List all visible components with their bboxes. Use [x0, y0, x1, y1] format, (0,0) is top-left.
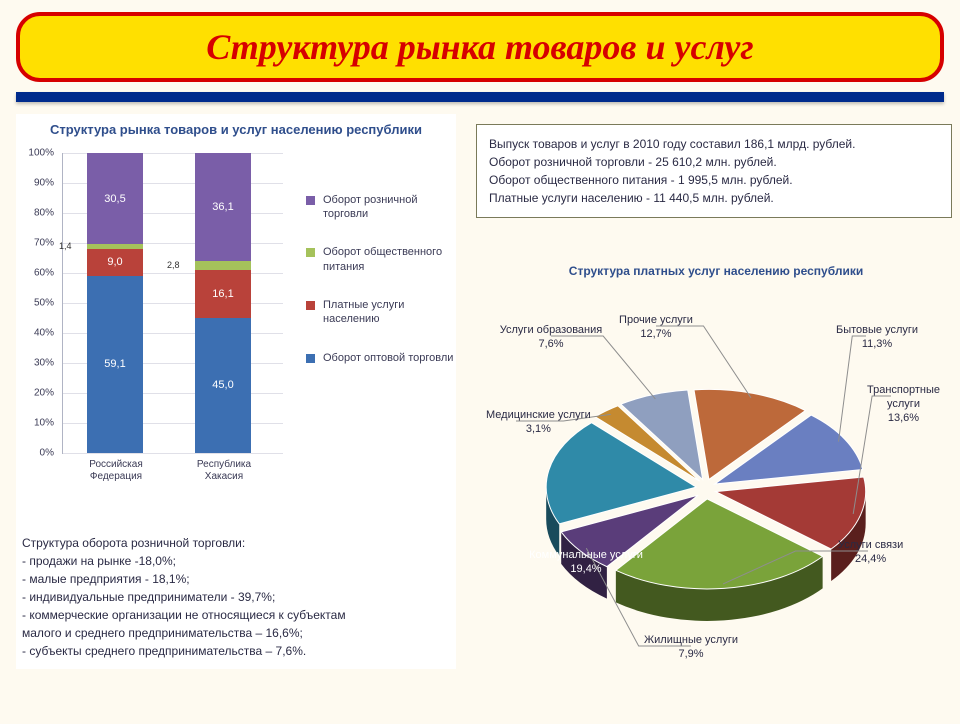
pie-label: Коммунальные услуги19,4%	[529, 549, 643, 577]
y-tick: 50%	[34, 297, 54, 308]
y-tick: 10%	[34, 417, 54, 428]
bar-segment: 30,5	[87, 153, 143, 245]
legend-item: Платные услуги населению	[306, 298, 456, 327]
legend-swatch	[306, 248, 315, 257]
pie-label: Жилищные услуги7,9%	[644, 634, 738, 662]
info-line: Оборот розничной торговли - 25 610,2 млн…	[489, 153, 939, 171]
pie-label: Услуги образования7,6%	[500, 324, 602, 352]
category-label: Республика Хакасия	[179, 459, 269, 483]
y-tick: 90%	[34, 177, 54, 188]
bar-segment: 2,8	[195, 261, 251, 269]
retail-line: - субъекты среднего предпринимательства …	[22, 642, 346, 660]
content: Структура рынка товаров и услуг населени…	[16, 114, 944, 674]
y-tick: 80%	[34, 207, 54, 218]
legend-label: Оборот розничной торговли	[323, 193, 456, 222]
legend-swatch	[306, 301, 315, 310]
pie-label: Бытовые услуги11,3%	[836, 324, 918, 352]
bar-column: 36,12,816,145,0	[195, 153, 251, 453]
retail-line: малого и среднего предпринимательства – …	[22, 624, 346, 642]
pie-label: Услуги связи24,4%	[838, 539, 903, 567]
bar-segment: 45,0	[195, 318, 251, 453]
bar-plot: 30,51,49,059,1Российская Федерация36,12,…	[62, 153, 283, 454]
y-tick: 70%	[34, 237, 54, 248]
pie-label: Прочие услуги12,7%	[619, 314, 693, 342]
grid-line	[63, 453, 283, 454]
legend-swatch	[306, 354, 315, 363]
legend-swatch	[306, 196, 315, 205]
bar-segment: 9,0	[87, 249, 143, 276]
retail-line: - малые предприятия - 18,1%;	[22, 570, 346, 588]
legend-label: Оборот оптовой торговли	[323, 351, 453, 365]
bar-chart-panel: Структура рынка товаров и услуг населени…	[16, 114, 456, 669]
bar-y-axis: 0%10%20%30%40%50%60%70%80%90%100%	[20, 153, 54, 453]
title-banner: Структура рынка товаров и услуг	[16, 12, 944, 82]
info-line: Оборот общественного питания - 1 995,5 м…	[489, 171, 939, 189]
category-label: Российская Федерация	[71, 459, 161, 483]
y-tick: 30%	[34, 357, 54, 368]
y-tick: 40%	[34, 327, 54, 338]
legend-item: Оборот общественного питания	[306, 245, 456, 274]
retail-line: - коммерческие организации не относящиес…	[22, 606, 346, 624]
legend-item: Оборот розничной торговли	[306, 193, 456, 222]
info-box: Выпуск товаров и услуг в 2010 году соста…	[476, 124, 952, 218]
bar-chart-area: 0%10%20%30%40%50%60%70%80%90%100% 30,51,…	[56, 153, 456, 493]
legend-item: Оборот оптовой торговли	[306, 351, 456, 365]
retail-line: - продажи на рынке -18,0%;	[22, 552, 346, 570]
legend-label: Оборот общественного питания	[323, 245, 456, 274]
y-tick: 20%	[34, 387, 54, 398]
title-rule	[16, 92, 944, 102]
y-tick: 0%	[40, 447, 54, 458]
pie-label: Транспортные услуги13,6%	[861, 384, 946, 425]
pie-chart: Бытовые услуги11,3% Транспортные услуги13…	[476, 289, 946, 669]
bar-segment: 59,1	[87, 276, 143, 453]
bar-chart-title: Структура рынка товаров и услуг населени…	[16, 114, 456, 143]
info-line: Выпуск товаров и услуг в 2010 году соста…	[489, 135, 939, 153]
info-line: Платные услуги населению - 11 440,5 млн.…	[489, 189, 939, 207]
retail-structure-lines: - продажи на рынке -18,0%;- малые предпр…	[22, 552, 346, 660]
legend-label: Платные услуги населению	[323, 298, 456, 327]
retail-structure-text: Структура оборота розничной торговли: - …	[22, 534, 346, 660]
bar-segment: 36,1	[195, 153, 251, 261]
retail-structure-title: Структура оборота розничной торговли:	[22, 534, 346, 552]
page-title: Структура рынка товаров и услуг	[206, 27, 753, 67]
bar-legend: Оборот розничной торговли Оборот обществе…	[306, 193, 456, 389]
bar-segment: 16,1	[195, 270, 251, 318]
pie-chart-title: Структура платных услуг населению респуб…	[516, 264, 916, 278]
retail-line: - индивидуальные предприниматели - 39,7%…	[22, 588, 346, 606]
y-tick: 60%	[34, 267, 54, 278]
pie-label: Медицинские услуги3,1%	[486, 409, 591, 437]
y-tick: 100%	[28, 147, 54, 158]
bar-column: 30,51,49,059,1	[87, 153, 143, 453]
